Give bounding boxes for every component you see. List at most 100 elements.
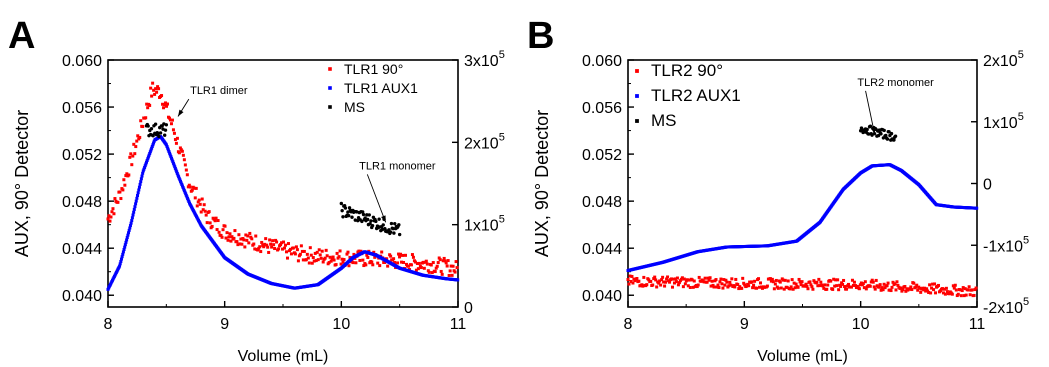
data-point bbox=[184, 168, 188, 172]
legend-label: MS bbox=[344, 99, 365, 115]
data-point bbox=[386, 264, 390, 268]
data-point bbox=[770, 277, 774, 281]
data-point bbox=[932, 288, 936, 292]
data-point bbox=[811, 287, 815, 291]
data-point bbox=[929, 291, 933, 295]
y-tick-label: 0.052 bbox=[62, 147, 102, 164]
y-tick-label: 0.040 bbox=[62, 288, 102, 305]
data-point bbox=[400, 260, 404, 264]
data-point bbox=[831, 287, 835, 291]
data-point bbox=[760, 286, 764, 290]
legend-marker bbox=[328, 86, 332, 90]
data-point bbox=[249, 235, 253, 239]
data-point bbox=[361, 212, 366, 217]
data-point bbox=[651, 283, 655, 287]
data-point bbox=[786, 279, 790, 283]
data-point bbox=[304, 258, 308, 262]
data-point bbox=[183, 190, 187, 194]
data-point bbox=[193, 196, 197, 200]
data-point bbox=[360, 210, 365, 214]
data-point bbox=[139, 177, 143, 181]
y2-tick-label: 1x105 bbox=[464, 214, 505, 235]
data-point bbox=[253, 247, 257, 251]
data-point bbox=[768, 277, 772, 281]
data-point bbox=[232, 236, 236, 240]
data-point bbox=[269, 242, 273, 246]
data-point bbox=[973, 288, 977, 292]
data-point bbox=[882, 128, 886, 133]
data-point bbox=[244, 233, 248, 237]
data-point bbox=[181, 186, 185, 190]
data-point bbox=[132, 210, 136, 214]
panel-a: A 0.040 0.044 0.048 0.052 0.056 0.060 8 9 10 110 1x… bbox=[8, 15, 505, 365]
data-point bbox=[974, 286, 978, 290]
data-point bbox=[961, 286, 965, 290]
data-point bbox=[645, 283, 649, 287]
data-point bbox=[967, 285, 971, 289]
data-point bbox=[910, 288, 914, 292]
data-point bbox=[792, 281, 796, 285]
data-point bbox=[305, 252, 309, 256]
data-point bbox=[141, 171, 145, 175]
y2-tick-label: 0 bbox=[983, 177, 992, 194]
data-point bbox=[750, 280, 754, 284]
data-point bbox=[964, 293, 968, 297]
data-point bbox=[163, 103, 167, 107]
data-point bbox=[397, 223, 401, 227]
data-point bbox=[709, 284, 713, 288]
data-point bbox=[931, 282, 935, 286]
data-point bbox=[224, 236, 228, 240]
data-point bbox=[238, 242, 242, 246]
data-point bbox=[433, 270, 437, 274]
data-point bbox=[671, 277, 675, 281]
data-point bbox=[865, 127, 869, 132]
data-point bbox=[938, 289, 942, 293]
data-point bbox=[826, 283, 830, 287]
data-point bbox=[836, 278, 840, 282]
data-point bbox=[192, 186, 196, 190]
data-point bbox=[312, 259, 316, 263]
data-point bbox=[314, 259, 318, 263]
data-point bbox=[884, 133, 888, 138]
data-point bbox=[151, 143, 155, 147]
data-point bbox=[757, 277, 761, 281]
data-point bbox=[782, 287, 786, 291]
data-point bbox=[959, 294, 963, 298]
data-point bbox=[876, 133, 881, 138]
data-point bbox=[417, 261, 421, 265]
data-point bbox=[695, 285, 699, 289]
data-point bbox=[168, 151, 172, 155]
data-point bbox=[328, 255, 332, 259]
data-point bbox=[357, 249, 361, 253]
data-point bbox=[409, 263, 413, 267]
data-point bbox=[626, 278, 630, 282]
data-point bbox=[845, 287, 849, 291]
data-point bbox=[235, 240, 239, 244]
data-point bbox=[310, 261, 314, 265]
data-point bbox=[798, 280, 802, 284]
data-point bbox=[443, 259, 447, 263]
data-point bbox=[177, 151, 181, 155]
data-point bbox=[391, 226, 395, 231]
data-point bbox=[265, 243, 269, 247]
data-point bbox=[810, 285, 814, 289]
data-point bbox=[666, 275, 670, 279]
data-point bbox=[186, 198, 190, 202]
x-tick-label: 10 bbox=[852, 316, 870, 333]
data-point bbox=[210, 224, 214, 228]
data-point bbox=[380, 250, 384, 254]
data-point bbox=[707, 278, 711, 282]
data-point bbox=[753, 279, 757, 283]
annotation-arrowhead bbox=[381, 215, 386, 223]
data-point bbox=[672, 281, 676, 285]
data-point bbox=[670, 277, 674, 281]
data-point bbox=[187, 200, 191, 204]
data-point bbox=[225, 231, 229, 235]
data-point bbox=[148, 151, 152, 155]
data-point bbox=[881, 288, 885, 292]
data-point bbox=[858, 283, 862, 287]
data-point bbox=[664, 280, 668, 284]
data-point bbox=[157, 87, 161, 91]
data-point bbox=[169, 155, 173, 159]
data-point bbox=[266, 245, 270, 249]
